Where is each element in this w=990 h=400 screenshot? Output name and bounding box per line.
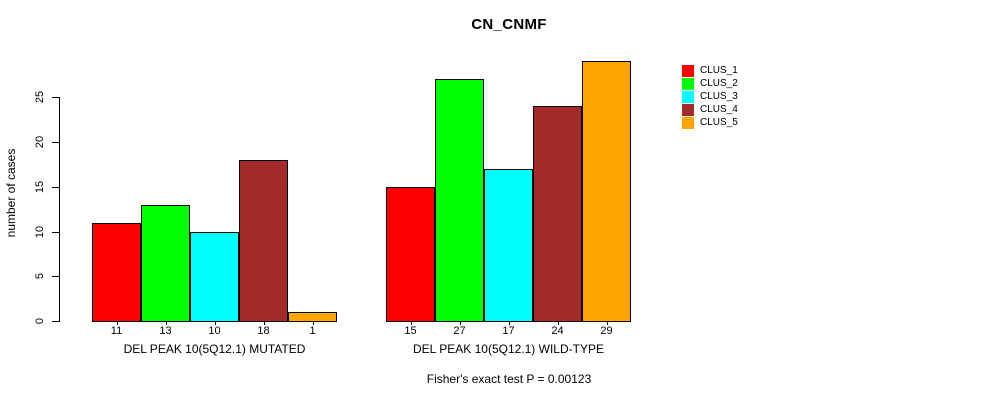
- legend-label: CLUS_2: [700, 78, 738, 89]
- y-tick: [52, 276, 59, 278]
- legend-swatch: [682, 77, 694, 90]
- legend-swatch: [682, 103, 694, 116]
- y-tick: [52, 321, 59, 322]
- bar-center-tick: [214, 321, 216, 325]
- y-tick: [52, 186, 59, 188]
- y-tick: [52, 231, 59, 233]
- legend-item: CLUS_2: [682, 77, 738, 90]
- y-tick-label: 5: [34, 273, 46, 280]
- bar: [190, 231, 239, 322]
- legend-label: CLUS_5: [700, 117, 738, 128]
- y-tick-label: 0: [34, 317, 46, 325]
- y-tick: [52, 142, 59, 143]
- fisher-test-footnote: Fisher's exact test P = 0.00123: [426, 372, 592, 386]
- bar-value-label: 27: [453, 325, 466, 337]
- bar-center-tick: [410, 321, 412, 325]
- legend-item: CLUS_5: [682, 116, 738, 129]
- legend-swatch: [682, 90, 694, 103]
- bar-center-tick: [312, 321, 314, 325]
- bar-center-tick: [459, 321, 461, 325]
- chart-title: CN_CNMF: [471, 16, 547, 33]
- bar: [141, 204, 190, 322]
- bar: [435, 79, 484, 322]
- bar-value-label: 17: [502, 325, 515, 337]
- bar-value-label: 18: [257, 325, 270, 337]
- bar: [239, 159, 288, 322]
- group-label: DEL PEAK 10(5Q12.1) MUTATED: [123, 342, 306, 356]
- bar: [582, 61, 631, 322]
- y-tick-label: 15: [34, 180, 46, 193]
- y-axis-label: number of cases: [4, 148, 18, 238]
- bar-center-tick: [263, 321, 265, 325]
- y-tick-label: 20: [34, 135, 46, 149]
- bar: [92, 222, 141, 322]
- bar: [484, 168, 533, 322]
- bar-center-tick: [116, 321, 118, 325]
- bar-center-tick: [557, 321, 559, 325]
- legend-item: CLUS_4: [682, 103, 738, 116]
- bar-value-label: 11: [110, 325, 123, 337]
- y-tick-label: 10: [34, 225, 46, 238]
- bar-value-label: 10: [208, 325, 221, 337]
- bar-center-tick: [508, 321, 510, 325]
- bar-value-label: 13: [159, 325, 172, 337]
- legend-label: CLUS_3: [700, 91, 738, 102]
- legend-label: CLUS_4: [700, 104, 738, 115]
- bar-value-label: 1: [309, 325, 316, 337]
- legend-swatch: [682, 64, 694, 77]
- y-axis-line: [59, 97, 60, 322]
- y-tick: [52, 97, 59, 99]
- legend-swatch: [682, 116, 694, 129]
- legend-item: CLUS_3: [682, 90, 738, 103]
- bar-center-tick: [606, 321, 608, 325]
- y-tick-label: 25: [34, 91, 46, 104]
- legend: CLUS_1 CLUS_2 CLUS_3 CLUS_4 CLUS_5: [682, 64, 738, 129]
- bar-center-tick: [165, 321, 167, 325]
- legend-item: CLUS_1: [682, 64, 738, 77]
- legend-label: CLUS_1: [700, 65, 738, 76]
- bar-value-label: 29: [600, 325, 613, 337]
- bar: [386, 186, 435, 322]
- bar-value-label: 24: [551, 325, 564, 337]
- bar-value-label: 15: [404, 325, 417, 337]
- bar: [533, 106, 582, 322]
- group-label: DEL PEAK 10(5Q12.1) WILD-TYPE: [413, 342, 604, 356]
